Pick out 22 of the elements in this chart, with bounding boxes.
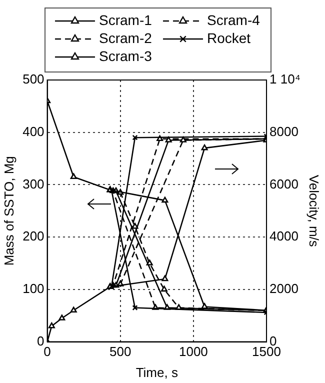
y-tick-label: 200 bbox=[22, 228, 44, 244]
legend-label: Rocket bbox=[207, 30, 251, 46]
legend-label: Scram-2 bbox=[99, 30, 152, 46]
x-axis-title: Time, s bbox=[136, 364, 178, 380]
y-axis-title: Mass of SSTO, Mg bbox=[1, 156, 16, 266]
y-tick-label: 100 bbox=[22, 281, 44, 296]
legend-label: Scram-4 bbox=[207, 12, 260, 28]
y2-tick-label: 6000 bbox=[270, 176, 298, 192]
y2-tick-label: 2000 bbox=[270, 281, 298, 296]
y-tick-label: 300 bbox=[22, 176, 44, 192]
y2-axis-title: Velocity, m/s bbox=[306, 174, 322, 248]
y2-tick-label: 0 bbox=[270, 333, 277, 348]
y2-tick-label: 8000 bbox=[270, 124, 298, 139]
x-tick-label: 500 bbox=[110, 344, 132, 360]
legend-label: Scram-1 bbox=[99, 12, 152, 28]
x-tick-label: 1000 bbox=[178, 344, 208, 360]
y2-tick-label: 4000 bbox=[270, 228, 298, 244]
y-tick-label: 400 bbox=[22, 124, 44, 139]
y-tick-label: 0 bbox=[37, 333, 44, 348]
legend-label: Scram-3 bbox=[99, 48, 152, 64]
y2-tick-label: 1 10⁴ bbox=[270, 72, 300, 87]
y-tick-label: 500 bbox=[22, 72, 44, 87]
